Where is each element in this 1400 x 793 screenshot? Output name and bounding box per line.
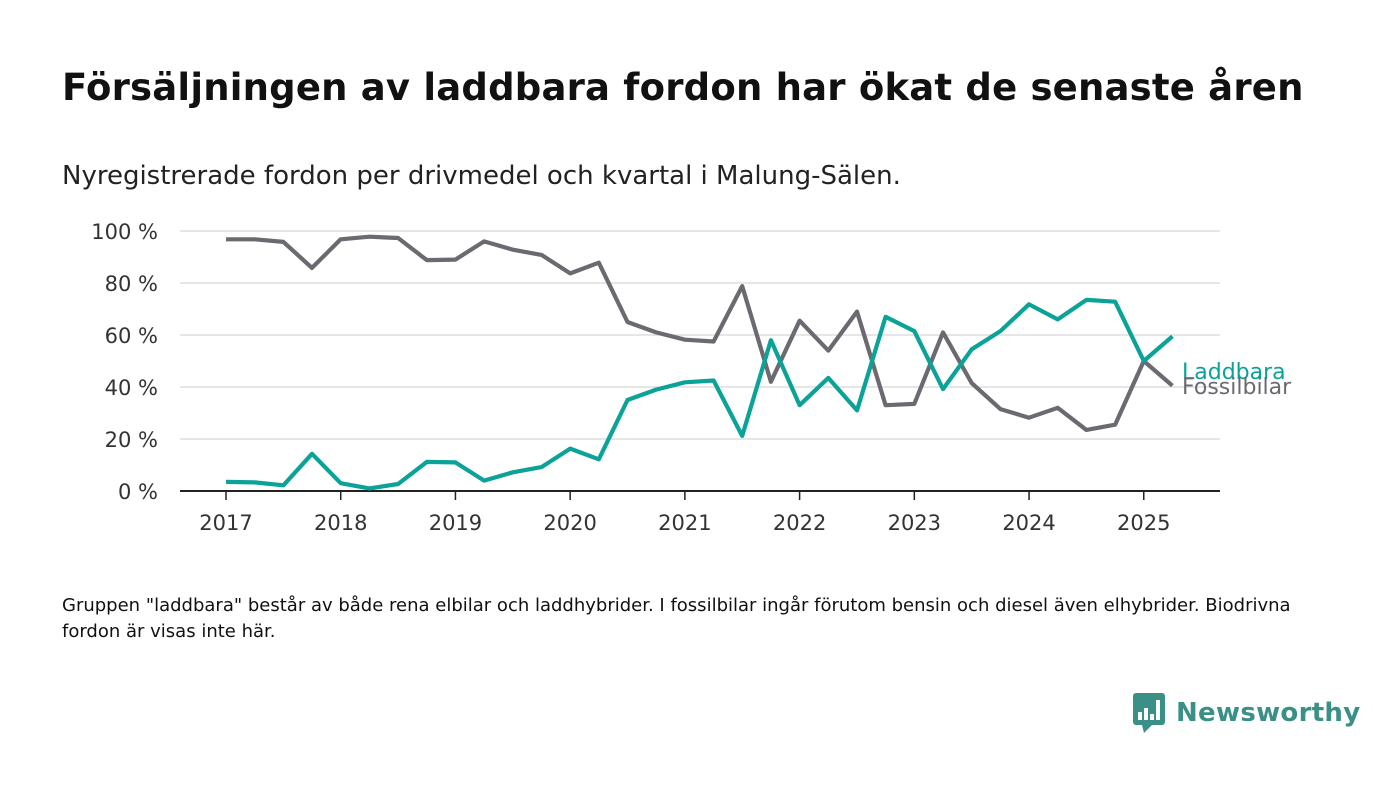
- y-tick-label: 100 %: [91, 220, 158, 244]
- x-tick-label: 2025: [1117, 511, 1170, 535]
- series-line-laddbara: [225, 297, 1174, 491]
- x-tick-label: 2019: [429, 511, 482, 535]
- y-tick-label: 0 %: [118, 480, 158, 504]
- brand-name: Newsworthy: [1176, 698, 1361, 728]
- series-label-fossilbilar: Fossilbilar: [1182, 375, 1292, 400]
- chart-title: Försäljningen av laddbara fordon har öka…: [62, 66, 1304, 109]
- x-tick-label: 2018: [314, 511, 367, 535]
- chart-subtitle: Nyregistrerade fordon per drivmedel och …: [62, 161, 901, 191]
- y-tick-label: 60 %: [105, 324, 158, 348]
- y-tick-label: 20 %: [105, 428, 158, 452]
- x-tick-label: 2021: [658, 511, 711, 535]
- x-tick-label: 2023: [888, 511, 941, 535]
- series-label-laddbara: Laddbara: [1182, 360, 1286, 385]
- bar-chart-bubble-icon: [1133, 693, 1165, 733]
- x-axis: 2017 2018 2019 2020 2021 2022 2023 2024 2025: [180, 490, 1220, 535]
- x-tick-label: 2022: [773, 511, 826, 535]
- x-tick-label: 2020: [543, 511, 596, 535]
- x-tick-label: 2017: [199, 511, 252, 535]
- brand-logo: Newsworthy: [1132, 692, 1360, 734]
- y-axis: 0 % 20 % 40 % 60 % 80 % 100 %: [91, 220, 158, 504]
- series-lines: [225, 234, 1174, 491]
- footnote: Gruppen "laddbara" består av både rena e…: [62, 595, 1291, 642]
- y-tick-label: 40 %: [105, 376, 158, 400]
- y-tick-label: 80 %: [105, 272, 158, 296]
- gridlines: [180, 230, 1220, 440]
- x-tick-label: 2024: [1002, 511, 1055, 535]
- series-line-fossilbilar: [226, 234, 1174, 432]
